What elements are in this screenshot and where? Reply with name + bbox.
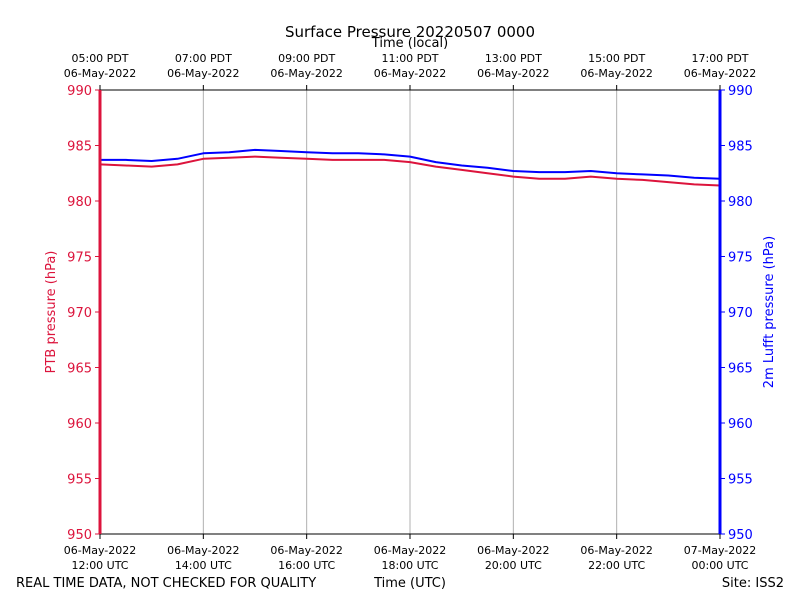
right-tick-label: 980 [728,195,753,210]
site-label: Site: ISS2 [721,576,784,591]
top-tick-date: 06-May-2022 [270,67,342,80]
bottom-tick-date: 06-May-2022 [580,544,652,557]
bottom-tick-time: 14:00 UTC [175,559,232,572]
bottom-tick-date: 06-May-2022 [64,544,136,557]
lufft-pressure-line [100,148,721,180]
bottom-axis-label: Time (UTC) [374,576,446,591]
right-tick-label: 960 [728,417,753,432]
bottom-tick-time: 18:00 UTC [381,559,438,572]
quality-note: REAL TIME DATA, NOT CHECKED FOR QUALITY [16,576,317,591]
left-tick-label: 980 [67,195,92,210]
right-tick-label: 970 [728,306,753,321]
bottom-tick-time: 20:00 UTC [485,559,542,572]
top-tick-time: 07:00 PDT [175,52,232,65]
right-axis-label: 2m Lufft pressure (hPa) [762,236,777,388]
bottom-tick-date: 06-May-2022 [270,544,342,557]
right-y-ticks: 950 955 960 965 970 975 980 985 990 [720,84,753,543]
series-lines [99,148,721,187]
top-tick-date: 06-May-2022 [580,67,652,80]
left-axis-label: PTB pressure (hPa) [44,251,59,374]
top-tick-time: 13:00 PDT [485,52,542,65]
right-tick-label: 975 [728,251,753,266]
bottom-tick-date: 06-May-2022 [167,544,239,557]
grid-lines [202,90,618,534]
top-x-ticks: 05:00 PDT 06-May-2022 07:00 PDT 06-May-2022… [64,52,756,90]
bottom-tick-date: 06-May-2022 [477,544,549,557]
left-y-ticks: 950 955 960 965 970 975 980 985 990 [67,84,100,543]
top-tick-date: 06-May-2022 [167,67,239,80]
bottom-tick-date: 06-May-2022 [374,544,446,557]
left-tick-label: 950 [67,528,92,543]
left-tick-label: 975 [67,251,92,266]
bottom-tick-time: 16:00 UTC [278,559,335,572]
right-tick-label: 990 [728,84,753,99]
top-axis-label: Time (local) [371,36,448,51]
left-tick-label: 985 [67,140,92,155]
left-tick-label: 990 [67,84,92,99]
left-tick-label: 970 [67,306,92,321]
chart-title: Surface Pressure 20220507 0000 [285,23,535,41]
left-tick-label: 965 [67,362,92,377]
right-tick-label: 985 [728,140,753,155]
ptb-pressure-line [99,155,721,187]
top-tick-time: 09:00 PDT [278,52,335,65]
bottom-tick-time: 00:00 UTC [691,559,748,572]
right-tick-label: 965 [728,362,753,377]
left-tick-label: 960 [67,417,92,432]
top-tick-time: 11:00 PDT [381,52,438,65]
top-tick-time: 17:00 PDT [691,52,748,65]
right-tick-label: 955 [728,473,753,488]
top-tick-date: 06-May-2022 [64,67,136,80]
bottom-x-ticks: 06-May-2022 12:00 UTC 06-May-2022 14:00 UTC… [64,534,756,572]
top-tick-time: 15:00 PDT [588,52,645,65]
top-tick-date: 06-May-2022 [374,67,446,80]
bottom-tick-date: 07-May-2022 [684,544,756,557]
right-tick-label: 950 [728,528,753,543]
top-tick-date: 06-May-2022 [684,67,756,80]
bottom-tick-time: 22:00 UTC [588,559,645,572]
left-tick-label: 955 [67,473,92,488]
top-tick-date: 06-May-2022 [477,67,549,80]
bottom-tick-time: 12:00 UTC [71,559,128,572]
top-tick-time: 05:00 PDT [71,52,128,65]
